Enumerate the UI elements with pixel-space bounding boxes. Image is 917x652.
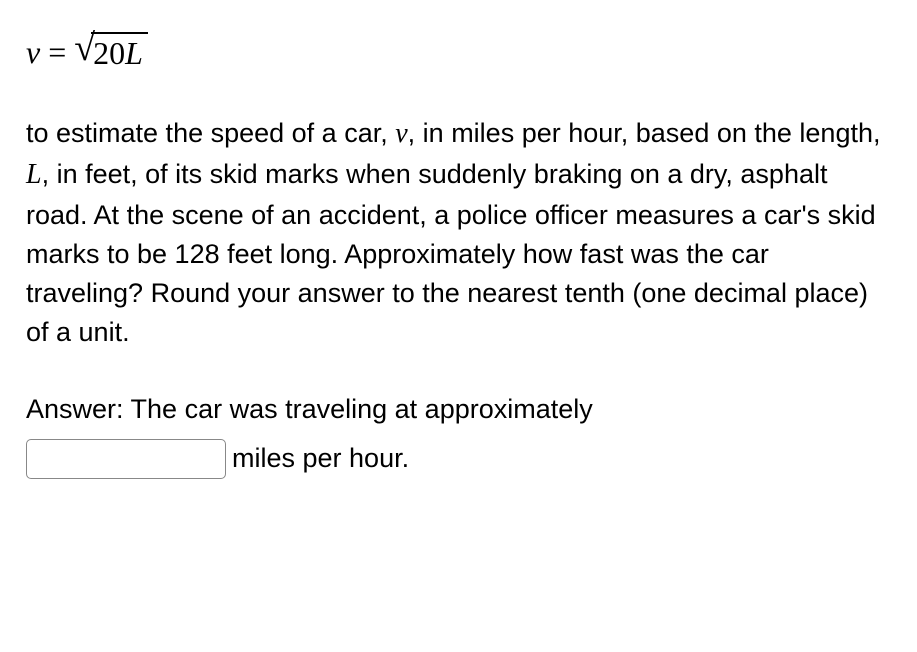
equals-sign: = bbox=[48, 34, 66, 71]
sqrt-coefficient: 20 bbox=[93, 35, 125, 71]
answer-suffix: miles per hour. bbox=[232, 437, 409, 480]
answer-section: Answer: The car was traveling at approxi… bbox=[26, 388, 891, 480]
square-root: √ 20L bbox=[74, 32, 148, 72]
variable-v-inline: v bbox=[395, 118, 407, 149]
answer-prefix: Answer: The car was traveling at approxi… bbox=[26, 388, 891, 431]
problem-text-3: , in feet, of its skid marks when sudden… bbox=[26, 159, 876, 347]
variable-L-sqrt: L bbox=[125, 35, 143, 71]
formula-equation: v = √ 20L bbox=[26, 32, 891, 72]
problem-statement: to estimate the speed of a car, v, in mi… bbox=[26, 114, 891, 352]
answer-input[interactable] bbox=[26, 439, 226, 479]
problem-text-1: to estimate the speed of a car, bbox=[26, 118, 395, 148]
answer-input-row: miles per hour. bbox=[26, 437, 891, 480]
variable-L-inline: L bbox=[26, 159, 42, 190]
variable-v: v bbox=[26, 34, 40, 71]
sqrt-icon: √ bbox=[74, 29, 95, 67]
sqrt-radicand: 20L bbox=[91, 32, 148, 72]
problem-text-2: , in miles per hour, based on the length… bbox=[408, 118, 881, 148]
